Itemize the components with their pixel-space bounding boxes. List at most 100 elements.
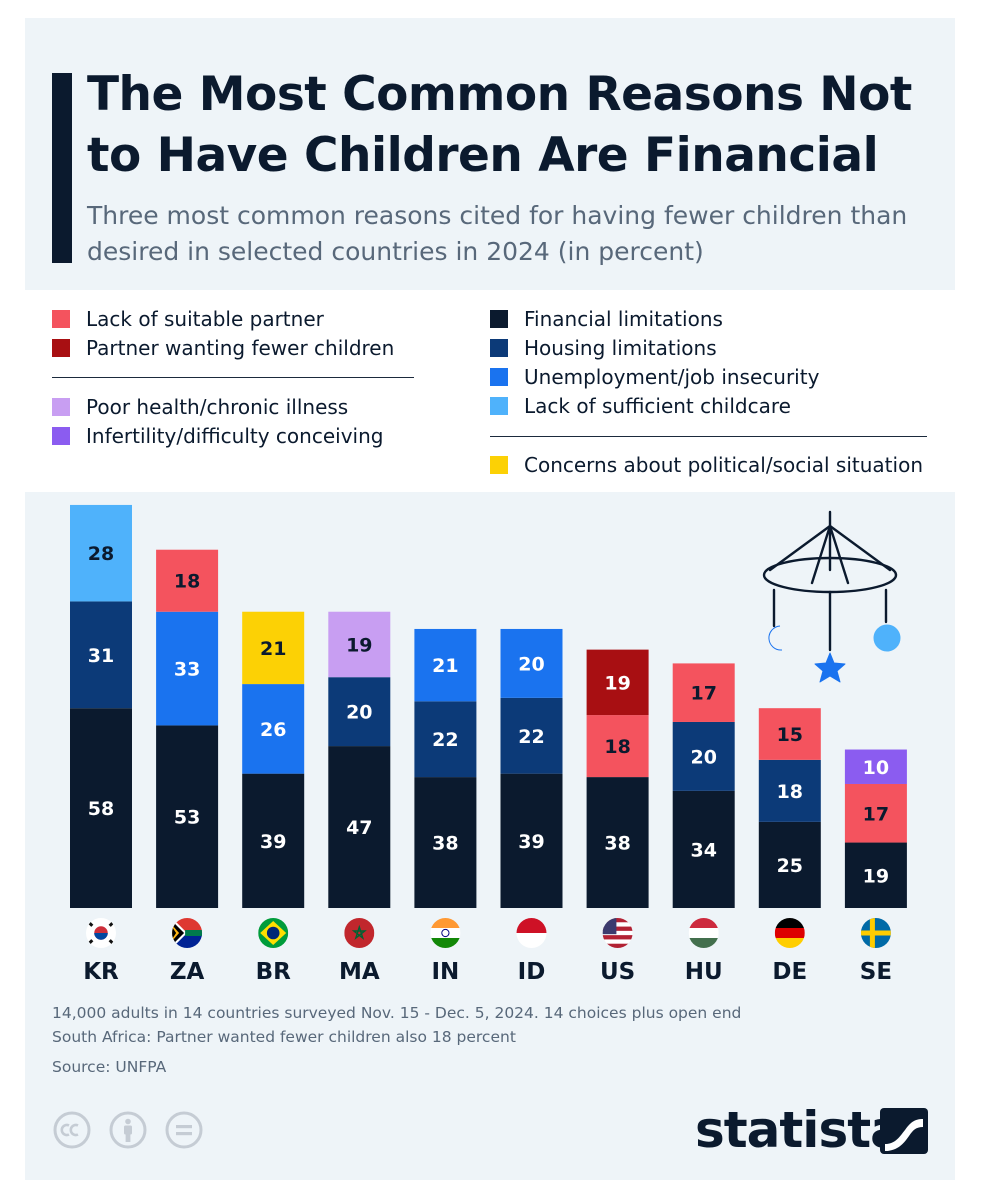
sweden-flag xyxy=(860,918,891,948)
bar-segment-financial xyxy=(844,842,907,908)
morocco-flag xyxy=(344,918,375,948)
data-label: 58 xyxy=(88,798,114,820)
category-label-kr: KR xyxy=(83,959,119,985)
data-label: 19 xyxy=(604,672,630,694)
legend-swatch xyxy=(52,427,70,445)
south-africa-flag xyxy=(172,918,203,948)
header-panel xyxy=(25,18,955,290)
bar-segment-partner xyxy=(844,783,907,843)
data-label: 31 xyxy=(88,645,114,667)
footnote-survey: 14,000 adults in 14 countries surveyed N… xyxy=(52,1004,742,1022)
data-label: 17 xyxy=(863,803,889,825)
data-label: 22 xyxy=(518,726,544,748)
bar-segment-housing xyxy=(758,759,821,822)
bar-segment-unemployment xyxy=(414,628,477,702)
brazil-flag xyxy=(258,918,289,948)
bar-segment-housing xyxy=(500,697,563,774)
legend-divider xyxy=(52,377,414,378)
category-label-se: SE xyxy=(860,959,892,985)
data-label: 25 xyxy=(777,855,803,877)
legend-swatch xyxy=(52,398,70,416)
brand-logo-text[interactable]: statista xyxy=(695,1101,904,1159)
bar-in: 38 22 21 xyxy=(414,628,477,908)
legend-label: Poor health/chronic illness xyxy=(86,395,349,419)
legend-item-infertility: Infertility/difficulty conceiving xyxy=(52,422,383,450)
bar-segment-political xyxy=(242,611,305,685)
data-label: 21 xyxy=(432,655,458,677)
bar-segment-financial xyxy=(672,790,735,908)
creative-commons-icon[interactable] xyxy=(52,1110,92,1150)
bar-segment-unemployment xyxy=(156,611,219,726)
data-label: 20 xyxy=(518,653,544,675)
bar-segment-infertility xyxy=(844,749,907,784)
data-label: 15 xyxy=(777,724,803,746)
data-label: 39 xyxy=(260,831,286,853)
germany-flag xyxy=(774,918,805,948)
bar-segment-financial xyxy=(242,773,305,908)
legend-item-partner_fewer: Partner wanting fewer children xyxy=(52,334,394,362)
bar-segment-partner xyxy=(156,549,219,612)
data-label: 18 xyxy=(604,736,630,758)
legend-swatch xyxy=(490,368,508,386)
statista-logo-icon[interactable] xyxy=(880,1108,928,1154)
bar-segment-housing xyxy=(328,677,391,747)
bar-segment-financial xyxy=(586,777,649,908)
data-label: 19 xyxy=(863,865,889,887)
data-label: 20 xyxy=(690,746,716,768)
baby-mobile-icon xyxy=(762,510,901,683)
bar-segment-financial xyxy=(758,821,821,908)
bar-ma: 47 20 19 xyxy=(328,611,391,908)
legend-swatch xyxy=(490,397,508,415)
no-derivatives-icon[interactable] xyxy=(164,1110,204,1150)
legend-item-unemployment: Unemployment/job insecurity xyxy=(490,363,819,391)
legend-swatch xyxy=(490,456,508,474)
source-note: Source: UNFPA xyxy=(52,1058,167,1076)
legend-swatch xyxy=(490,339,508,357)
bar-de: 25 18 15 xyxy=(758,708,821,908)
legend-divider xyxy=(490,436,927,437)
legend-item-health: Poor health/chronic illness xyxy=(52,393,348,421)
bar-segment-health xyxy=(328,611,391,678)
bar-segment-financial xyxy=(414,777,477,908)
bar-segment-financial xyxy=(328,746,391,908)
bar-segment-housing xyxy=(70,601,132,709)
legend-item-partner: Lack of suitable partner xyxy=(52,305,324,333)
bar-segment-financial xyxy=(156,725,219,908)
category-label-hu: HU xyxy=(685,959,723,985)
attribution-icon[interactable] xyxy=(108,1110,148,1150)
footnote-south-africa: South Africa: Partner wanted fewer child… xyxy=(52,1028,516,1046)
data-label: 22 xyxy=(432,729,458,751)
category-label-ma: MA xyxy=(339,959,380,985)
data-label: 28 xyxy=(88,543,114,565)
page-subtitle: Three most common reasons cited for havi… xyxy=(87,201,908,266)
united-states-flag xyxy=(602,918,633,948)
bar-segment-partner xyxy=(758,708,821,760)
bar-segment-unemployment xyxy=(500,628,563,698)
bar-segment-housing xyxy=(672,721,735,791)
bar-id: 39 22 20 xyxy=(500,628,563,908)
data-label: 39 xyxy=(518,831,544,853)
legend-label: Lack of sufficient childcare xyxy=(524,394,791,418)
legend-swatch xyxy=(52,339,70,357)
data-label: 18 xyxy=(777,781,803,803)
category-label-in: IN xyxy=(431,959,459,985)
legend-label: Lack of suitable partner xyxy=(86,307,324,331)
bar-hu: 34 20 17 xyxy=(672,663,735,908)
bar-segment-unemployment xyxy=(242,684,305,774)
legend-item-childcare: Lack of sufficient childcare xyxy=(490,392,791,420)
data-label: 21 xyxy=(260,638,286,660)
legend-label: Financial limitations xyxy=(524,307,723,331)
data-label: 53 xyxy=(174,807,200,829)
bar-segment-financial xyxy=(70,708,132,908)
legend-label: Unemployment/job insecurity xyxy=(524,365,820,389)
bar-segment-housing xyxy=(414,701,477,778)
legend-swatch xyxy=(490,310,508,328)
india-flag xyxy=(430,918,461,948)
category-label-id: ID xyxy=(518,959,546,985)
legend-item-financial: Financial limitations xyxy=(490,305,723,333)
category-label-br: BR xyxy=(256,959,292,985)
bar-segment-childcare xyxy=(70,504,132,602)
category-label-us: US xyxy=(600,959,635,985)
